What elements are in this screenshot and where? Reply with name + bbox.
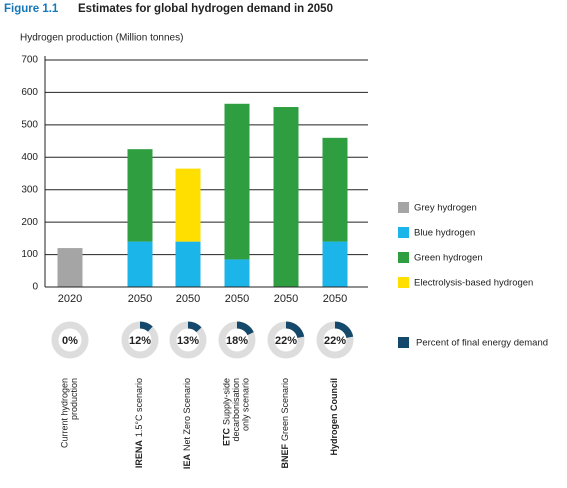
x-tick-label: 2050: [323, 293, 347, 305]
bar-segment: [224, 259, 250, 287]
donut-arc: [267, 321, 305, 359]
donut-label: 22%: [324, 335, 346, 347]
donut-label: 12%: [129, 335, 151, 347]
scenario-detail: Green Scenario: [280, 378, 290, 441]
y-axis-title: Hydrogen production (Million tonnes): [20, 33, 183, 44]
scenario-label: only scenario: [241, 378, 251, 431]
legend-swatch: [398, 227, 409, 238]
scenario-detail: production: [69, 378, 79, 420]
scenario-label: IRENA 1.5°C scenario: [134, 378, 144, 468]
donut-label: 22%: [275, 335, 297, 347]
donut-label: 18%: [226, 335, 248, 347]
scenario-name: IEA: [182, 454, 192, 470]
y-tick-label: 300: [21, 184, 38, 195]
legend-label: Blue hydrogen: [414, 228, 475, 239]
donut-track: [51, 321, 89, 359]
donut-arc: [121, 321, 159, 359]
chart-title: Estimates for global hydrogen demand in …: [78, 3, 333, 15]
scenario-name: Hydrogen Council: [329, 378, 339, 456]
bar-segment: [322, 137, 348, 242]
bar-segment: [127, 241, 153, 287]
scenario-label: IEA Net Zero Scenario: [182, 378, 192, 469]
bar-segment: [127, 149, 153, 242]
donut-arc: [218, 321, 256, 359]
figure-label: Figure 1.1: [4, 3, 59, 15]
scenario-name: BNEF: [280, 444, 290, 469]
donut-label: 13%: [177, 335, 199, 347]
legend-label: Percent of final energy demand: [416, 338, 548, 349]
y-tick-label: 600: [21, 87, 38, 98]
y-tick-label: 200: [21, 217, 38, 228]
legend-label: Electrolysis-based hydrogen: [414, 278, 533, 289]
donut-arc: [316, 321, 354, 359]
scenario-detail: decarbonisation: [231, 378, 241, 442]
bar-segment: [322, 241, 348, 287]
legend-label: Green hydrogen: [414, 253, 483, 264]
legend-swatch: [398, 202, 409, 213]
y-tick-label: 400: [21, 152, 38, 163]
x-tick-label: 2050: [128, 293, 152, 305]
scenario-detail: only scenario: [241, 378, 251, 431]
legend-swatch: [398, 252, 409, 263]
scenario-detail: Current hydrogen: [60, 378, 70, 448]
bar-segment: [224, 103, 250, 260]
x-tick-label: 2020: [58, 293, 82, 305]
y-tick-label: 0: [32, 282, 38, 293]
legend-label: Grey hydrogen: [414, 203, 477, 214]
legend-swatch: [398, 277, 409, 288]
donut-label: 0%: [62, 335, 78, 347]
scenario-name: IRENA: [134, 440, 144, 469]
bar-segment: [273, 107, 299, 288]
scenario-label: decarbonisation: [231, 378, 241, 442]
y-tick-label: 500: [21, 119, 38, 130]
scenario-label: production: [69, 378, 79, 420]
scenario-name: ETC: [222, 428, 232, 447]
y-tick-label: 700: [21, 55, 38, 66]
y-tick-label: 100: [21, 249, 38, 260]
scenario-label: Hydrogen Council: [329, 378, 339, 456]
x-tick-label: 2050: [176, 293, 200, 305]
scenario-detail: Net Zero Scenario: [182, 378, 192, 451]
scenario-detail: Supply-side: [222, 378, 232, 425]
x-tick-label: 2050: [274, 293, 298, 305]
scenario-label: BNEF Green Scenario: [280, 378, 290, 469]
bar-segment: [175, 241, 201, 287]
scenario-detail: 1.5°C scenario: [134, 378, 144, 437]
x-tick-label: 2050: [225, 293, 249, 305]
bar-segment: [175, 168, 201, 242]
donut-arc: [169, 321, 207, 359]
scenario-label: ETC Supply-side: [222, 378, 232, 446]
bar-segment: [57, 248, 83, 287]
scenario-label: Current hydrogen: [60, 378, 70, 448]
legend-swatch: [398, 337, 409, 348]
